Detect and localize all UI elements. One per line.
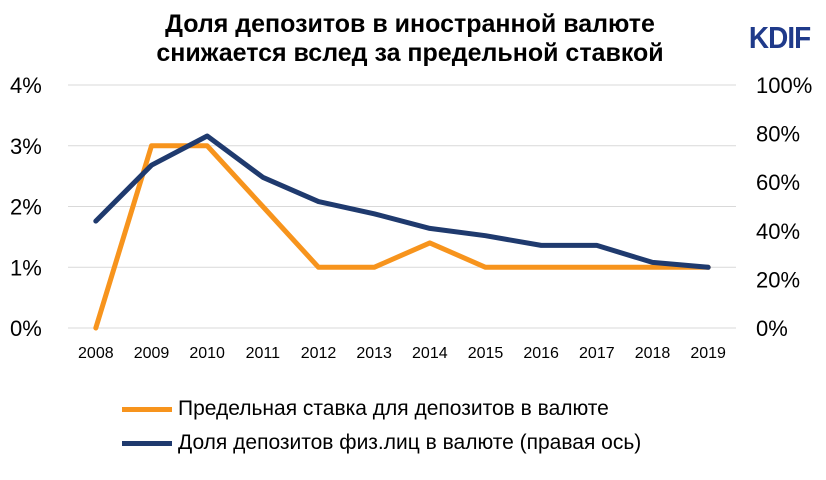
- right-axis-tick-label: 20%: [756, 267, 800, 292]
- right-axis-tick-label: 40%: [756, 219, 800, 244]
- x-axis-tick-label: 2015: [468, 345, 504, 362]
- legend-label-share: Доля депозитов физ.лиц в валюте (правая …: [178, 431, 642, 454]
- chart-title: Доля депозитов в иностранной валюте сниж…: [100, 10, 720, 68]
- x-axis-tick-label: 2017: [579, 345, 615, 362]
- chart-title-line-1: Доля депозитов в иностранной валюте: [165, 10, 655, 38]
- left-axis-tick-label: 0%: [10, 316, 42, 341]
- right-axis-tick-label: 0%: [756, 316, 788, 341]
- left-axis-tick-label: 1%: [10, 255, 42, 280]
- legend-swatch-share: [122, 440, 172, 446]
- chart-title-line-2: снижается вслед за предельной ставкой: [156, 39, 664, 67]
- legend-swatch-rate: [122, 406, 172, 412]
- left-axis-tick-label: 2%: [10, 195, 42, 220]
- right-axis-tick-label: 100%: [756, 73, 812, 98]
- x-axis-tick-label: 2013: [356, 345, 392, 362]
- x-axis-tick-label: 2012: [301, 345, 337, 362]
- legend-label-rate: Предельная ставка для депозитов в валюте: [178, 397, 609, 420]
- right-axis-tick-label: 80%: [756, 122, 800, 147]
- x-axis-tick-label: 2014: [412, 345, 448, 362]
- right-axis-tick-label: 60%: [756, 170, 800, 195]
- x-axis-tick-label: 2010: [189, 345, 225, 362]
- x-axis-tick-label: 2016: [523, 345, 559, 362]
- x-axis-tick-label: 2008: [78, 345, 114, 362]
- x-axis-tick-label: 2009: [134, 345, 170, 362]
- x-axis-tick-label: 2011: [246, 345, 281, 362]
- series-line-rate: [93, 143, 711, 331]
- x-axis-tick-label: 2019: [690, 345, 726, 362]
- left-axis-tick-label: 3%: [10, 134, 42, 159]
- x-axis-tick-label: 2018: [635, 345, 671, 362]
- kdif-logo: KDIF: [748, 20, 811, 55]
- legend-item-rate: Предельная ставка для депозитов в валюте: [122, 392, 641, 426]
- left-axis-tick-label: 4%: [10, 73, 42, 98]
- series-line-share: [93, 133, 711, 270]
- legend: Предельная ставка для депозитов в валюте…: [122, 392, 641, 460]
- legend-item-share: Доля депозитов физ.лиц в валюте (правая …: [122, 426, 641, 460]
